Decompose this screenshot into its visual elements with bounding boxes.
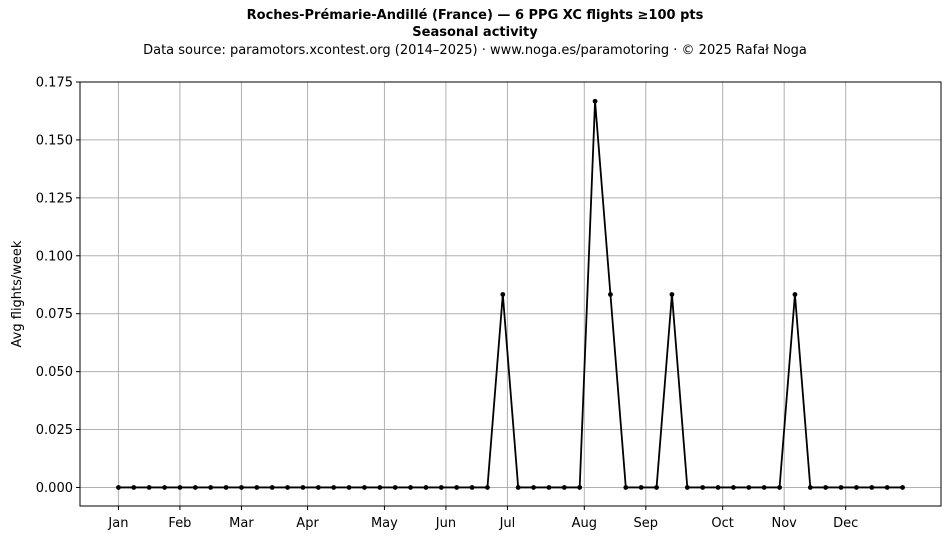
data-point [131,485,137,490]
data-point [254,485,260,490]
y-tick-label: 0.125 [36,191,73,206]
data-point [285,485,290,490]
data-point [592,98,598,104]
series-layer [116,98,905,490]
data-point [515,485,521,490]
data-point [654,485,659,490]
grid [80,81,941,506]
data-point [392,485,398,490]
data-point [669,292,675,297]
data-point [900,485,905,490]
data-point [485,485,490,490]
data-point [300,485,306,490]
data-point [469,485,475,490]
chart-title: Roches-Prémarie-Andillé (France) — 6 PPG… [246,8,704,23]
y-tick-label: 0.000 [36,481,73,496]
x-tick-label: Mar [229,516,254,531]
data-point [208,485,214,490]
data-point [239,485,244,490]
data-point [684,485,690,490]
data-point [408,485,413,490]
data-point [623,485,629,490]
data-point [823,485,829,490]
data-point [854,485,859,490]
y-tick-label: 0.075 [36,307,73,322]
y-tick-label: 0.100 [36,249,73,264]
data-point [869,485,875,490]
data-point [162,485,167,490]
data-point [500,292,506,297]
data-point [731,485,736,490]
data-point [346,485,352,490]
data-point [315,485,321,490]
y-tick-label: 0.175 [36,76,73,91]
data-point [792,292,798,297]
data-point [561,485,567,490]
axes-frame [79,81,942,507]
x-tick-label: Apr [296,516,319,531]
y-tick-label: 0.025 [36,423,73,438]
data-point [423,485,429,490]
y-tick-label: 0.150 [36,133,73,148]
x-tick-label: Jun [435,516,456,531]
data-point [269,485,275,490]
data-point [577,485,583,490]
data-point [807,485,813,490]
y-tick-label: 0.050 [36,365,73,380]
data-source-line: Data source: paramotors.xcontest.org (20… [143,43,807,58]
data-point [546,485,552,490]
data-point [715,485,721,490]
data-point [638,485,644,490]
data-point [192,485,198,490]
x-tick-label: Jul [499,516,516,531]
chart-subtitle: Seasonal activity [412,25,538,40]
x-tick-label: Aug [572,516,597,531]
x-tick-label: Feb [168,516,191,531]
data-point [777,485,782,490]
x-tick-label: Sep [634,516,659,531]
data-point [761,485,767,490]
data-point [700,485,706,490]
data-point [608,292,613,297]
data-point [223,485,229,490]
data-point [362,485,367,490]
data-point [177,485,183,490]
x-tick-label: Oct [711,516,733,531]
data-point [531,485,536,490]
x-tick-label: Jan [107,516,128,531]
data-point [331,485,337,490]
data-point [116,485,121,490]
data-point [838,485,844,490]
y-axis-label: Avg flights/week [10,240,25,347]
ticks: 0.000 0.025 0.050 0.075 0.100 0.125 0.150 0.175… [36,76,858,532]
data-point [377,485,383,490]
data-point [746,485,752,490]
x-tick-label: May [371,516,398,531]
x-tick-label: Dec [833,516,858,531]
data-point [884,485,890,490]
data-point [454,485,460,490]
data-point [438,485,444,490]
series-line [118,100,903,489]
x-tick-label: Nov [771,516,797,531]
data-point [146,485,152,490]
